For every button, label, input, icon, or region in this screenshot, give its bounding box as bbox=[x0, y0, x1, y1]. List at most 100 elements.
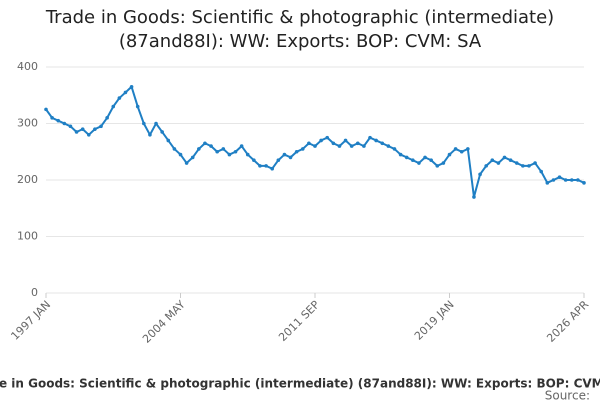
data-point bbox=[300, 147, 305, 151]
y-tick-label: 0 bbox=[31, 286, 38, 299]
data-point bbox=[123, 90, 128, 95]
data-point bbox=[325, 135, 330, 140]
chart-title: Trade in Goods: Scientific & photographi… bbox=[45, 7, 555, 52]
data-point bbox=[178, 152, 183, 157]
x-tick-label: 2026 APR bbox=[544, 298, 591, 345]
data-point bbox=[331, 141, 336, 146]
data-point bbox=[343, 138, 348, 143]
x-tick-label: 2004 MAY bbox=[140, 298, 188, 346]
data-point bbox=[270, 166, 275, 171]
data-point bbox=[74, 130, 79, 134]
data-point bbox=[135, 104, 140, 109]
data-point bbox=[521, 164, 525, 168]
data-point bbox=[349, 144, 354, 148]
x-tick-label: 2011 SEP bbox=[276, 298, 322, 344]
data-point bbox=[404, 155, 409, 160]
data-point bbox=[276, 158, 281, 163]
data-point bbox=[245, 152, 250, 157]
data-point bbox=[190, 155, 195, 160]
data-point bbox=[197, 147, 201, 151]
data-point bbox=[56, 118, 61, 123]
data-point bbox=[490, 158, 495, 163]
data-point bbox=[502, 155, 507, 160]
data-point bbox=[472, 195, 476, 199]
data-point bbox=[368, 135, 372, 140]
data-point bbox=[209, 144, 213, 148]
data-point bbox=[166, 138, 171, 143]
data-point bbox=[411, 158, 415, 163]
data-point bbox=[203, 141, 207, 146]
y-tick-label: 300 bbox=[17, 117, 38, 130]
data-point bbox=[294, 149, 299, 154]
data-point bbox=[447, 152, 452, 157]
data-point bbox=[453, 147, 458, 151]
data-point bbox=[288, 155, 293, 160]
y-tick-label: 100 bbox=[17, 230, 38, 243]
data-point bbox=[93, 127, 97, 131]
data-point bbox=[374, 138, 378, 143]
data-point bbox=[117, 96, 122, 100]
data-point bbox=[172, 147, 177, 151]
data-point bbox=[252, 158, 256, 163]
data-point bbox=[282, 152, 287, 157]
data-point bbox=[258, 164, 262, 168]
data-point bbox=[398, 152, 403, 157]
data-point bbox=[478, 172, 482, 177]
data-point bbox=[68, 124, 73, 129]
chart-title-box: Trade in Goods: Scientific & photographi… bbox=[10, 6, 590, 54]
data-point bbox=[111, 104, 116, 109]
data-point bbox=[435, 164, 440, 168]
x-tick-label: 1997 JAN bbox=[8, 298, 53, 343]
data-point bbox=[221, 147, 226, 151]
data-point bbox=[160, 130, 164, 134]
data-point bbox=[44, 107, 48, 112]
data-point bbox=[386, 144, 391, 148]
data-point bbox=[551, 178, 556, 182]
data-point bbox=[233, 149, 238, 154]
data-point bbox=[80, 127, 85, 131]
data-point bbox=[239, 144, 244, 148]
data-point bbox=[496, 161, 501, 165]
data-point bbox=[539, 169, 544, 174]
data-point bbox=[466, 147, 470, 151]
data-point bbox=[86, 133, 91, 137]
data-point bbox=[484, 164, 488, 168]
data-point bbox=[184, 161, 189, 165]
data-point bbox=[563, 178, 568, 182]
data-point bbox=[148, 133, 152, 137]
data-point bbox=[62, 121, 67, 126]
data-point bbox=[514, 161, 519, 165]
y-tick-label: 400 bbox=[17, 60, 38, 73]
data-point bbox=[557, 175, 562, 179]
y-tick-label: 200 bbox=[17, 173, 38, 186]
data-point bbox=[429, 158, 433, 163]
data-point bbox=[215, 149, 219, 154]
data-point bbox=[545, 181, 550, 185]
x-tick-label: 2019 JAN bbox=[412, 298, 457, 343]
data-point bbox=[319, 138, 323, 143]
data-point bbox=[508, 158, 513, 163]
data-point bbox=[392, 147, 397, 151]
data-point bbox=[227, 152, 232, 157]
data-point bbox=[417, 161, 421, 165]
data-point bbox=[105, 116, 109, 120]
data-point bbox=[533, 161, 537, 165]
data-point bbox=[154, 121, 158, 126]
data-point bbox=[459, 149, 464, 154]
data-point bbox=[527, 164, 531, 168]
data-point bbox=[569, 178, 574, 182]
data-point bbox=[264, 164, 268, 168]
data-point bbox=[337, 144, 342, 148]
data-point bbox=[142, 121, 146, 126]
data-point bbox=[380, 141, 385, 146]
data-point bbox=[129, 84, 134, 89]
data-point bbox=[576, 178, 580, 182]
data-point bbox=[362, 144, 366, 148]
data-point bbox=[307, 141, 311, 146]
data-point bbox=[99, 124, 103, 129]
data-point bbox=[313, 144, 317, 148]
footer: Trade in Goods: Scientific & photographi… bbox=[0, 377, 600, 391]
data-point bbox=[441, 161, 446, 165]
